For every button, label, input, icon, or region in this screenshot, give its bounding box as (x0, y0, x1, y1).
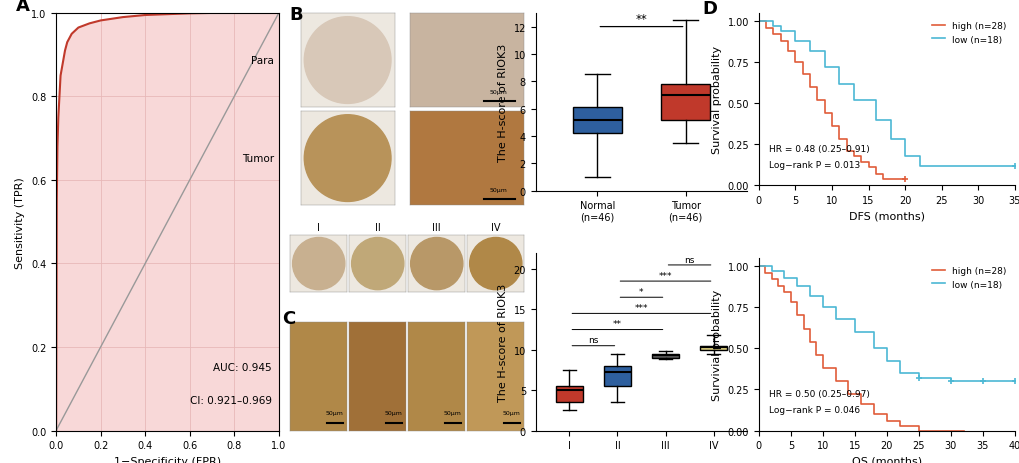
Y-axis label: Survival probability: Survival probability (711, 46, 721, 154)
Y-axis label: The H-score of RIOK3: The H-score of RIOK3 (497, 283, 507, 401)
Text: ns: ns (588, 336, 598, 345)
PathPatch shape (652, 354, 678, 358)
Y-axis label: Sensitivity (TPR): Sensitivity (TPR) (15, 176, 25, 268)
Text: CI: 0.921–0.969: CI: 0.921–0.969 (190, 395, 272, 406)
Circle shape (304, 18, 390, 104)
Text: D: D (702, 0, 716, 18)
Y-axis label: Survivial probability: Survivial probability (711, 289, 721, 400)
Text: C: C (281, 309, 294, 327)
Text: 50μm: 50μm (489, 90, 507, 95)
Circle shape (292, 238, 344, 290)
X-axis label: 1−Specificity (FPR): 1−Specificity (FPR) (114, 456, 221, 463)
Text: Para: Para (251, 56, 274, 66)
Circle shape (411, 238, 463, 290)
Text: ***: *** (634, 304, 648, 313)
Legend: high (n=28), low (n=18): high (n=28), low (n=18) (927, 19, 1010, 48)
Text: AUC: 0.945: AUC: 0.945 (213, 362, 272, 372)
Text: ns: ns (684, 255, 694, 264)
Text: II: II (375, 222, 380, 232)
Text: HR = 0.50 (0.25–0.97): HR = 0.50 (0.25–0.97) (768, 389, 869, 398)
Text: **: ** (635, 13, 647, 25)
X-axis label: OS (months): OS (months) (851, 456, 921, 463)
Text: Tumor: Tumor (242, 154, 274, 164)
Text: 50μm: 50μm (502, 411, 520, 415)
Text: *: * (639, 288, 643, 296)
Text: 50μm: 50μm (384, 411, 403, 415)
PathPatch shape (660, 85, 709, 120)
Circle shape (304, 115, 390, 202)
Y-axis label: The H-score of RIOK3: The H-score of RIOK3 (497, 44, 507, 162)
X-axis label: DFS (months): DFS (months) (848, 211, 924, 221)
Text: III: III (432, 222, 440, 232)
Text: Log−rank P = 0.013: Log−rank P = 0.013 (768, 160, 859, 169)
Circle shape (469, 238, 522, 290)
Text: B: B (289, 6, 303, 25)
Text: 50μm: 50μm (489, 188, 507, 193)
Text: Log−rank P = 0.046: Log−rank P = 0.046 (768, 405, 859, 414)
Text: IV: IV (490, 222, 500, 232)
PathPatch shape (573, 108, 621, 134)
PathPatch shape (603, 366, 630, 386)
Text: HR = 0.48 (0.25–0.91): HR = 0.48 (0.25–0.91) (768, 145, 869, 154)
Text: A: A (16, 0, 30, 15)
Text: ***: *** (658, 271, 672, 280)
PathPatch shape (700, 346, 727, 350)
Text: **: ** (612, 319, 622, 329)
Circle shape (352, 238, 404, 290)
Text: 50μm: 50μm (325, 411, 343, 415)
Text: I: I (317, 222, 320, 232)
Legend: high (n=28), low (n=18): high (n=28), low (n=18) (927, 263, 1010, 293)
Text: 50μm: 50μm (443, 411, 462, 415)
PathPatch shape (555, 386, 582, 402)
